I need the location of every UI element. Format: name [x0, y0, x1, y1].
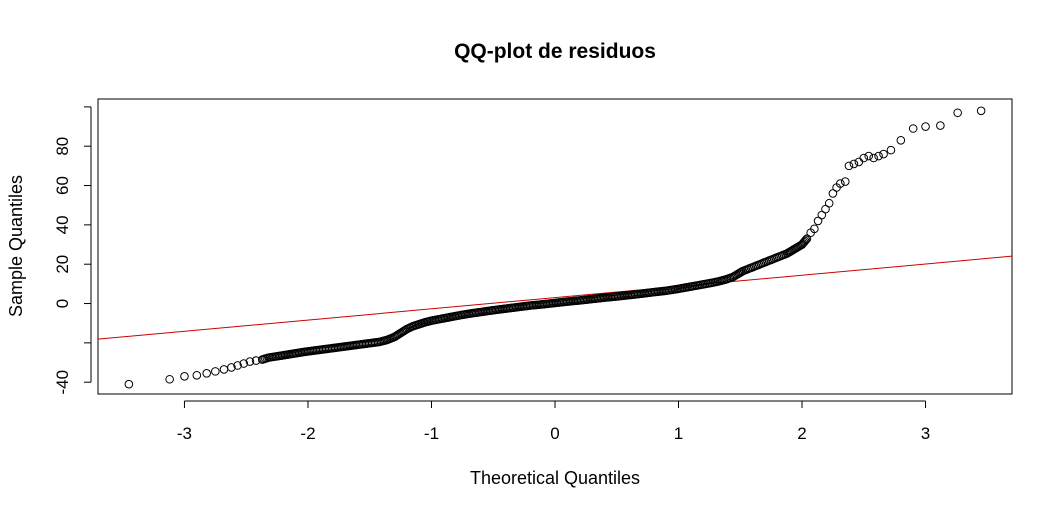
y-axis: -40 0 20 40 60 80: [53, 106, 92, 395]
data-point: [784, 248, 793, 257]
x-tick-label: 2: [797, 424, 806, 443]
y-tick-label: 0: [53, 299, 72, 308]
y-tick-label: 40: [53, 215, 72, 234]
data-point: [392, 331, 402, 340]
data-point: [734, 268, 744, 278]
data-point: [245, 357, 255, 366]
data-point: [165, 374, 174, 384]
data-point: [789, 245, 798, 254]
data-point: [824, 198, 834, 208]
y-tick-label: 60: [53, 176, 72, 195]
data-point: [692, 281, 701, 290]
data-point: [682, 283, 692, 292]
data-point: [262, 353, 272, 363]
data-point: [854, 157, 864, 167]
data-points: [124, 106, 986, 389]
data-point: [180, 372, 189, 381]
data-point: [799, 237, 809, 247]
data-point: [886, 145, 896, 155]
data-point: [702, 279, 711, 289]
data-point: [801, 235, 811, 245]
data-point: [233, 361, 242, 370]
data-point: [844, 161, 854, 171]
y-axis-title: Sample Quantiles: [6, 175, 26, 317]
y-tick-label: -40: [53, 370, 72, 395]
data-point: [227, 363, 236, 372]
data-point: [840, 177, 850, 186]
data-point: [219, 365, 229, 374]
data-point: [274, 351, 284, 361]
x-tick-label: 1: [674, 424, 683, 443]
x-tick-label: -3: [177, 424, 192, 443]
data-point: [879, 149, 888, 159]
data-point: [849, 159, 859, 169]
x-axis-title: Theoretical Quantiles: [470, 468, 640, 488]
data-point: [810, 224, 819, 234]
plot-frame: [97, 98, 1013, 395]
data-point: [287, 349, 296, 359]
data-point: [735, 268, 745, 277]
x-tick-label: 0: [550, 424, 559, 443]
data-point: [921, 122, 930, 131]
x-axis: -3 -2 -1 0 1 2 3: [177, 400, 930, 443]
data-point: [953, 108, 962, 118]
reference-line-group: [98, 255, 1012, 340]
data-point: [729, 271, 739, 281]
data-point: [859, 153, 869, 163]
data-point: [800, 236, 810, 246]
data-point: [874, 151, 883, 161]
data-point: [976, 106, 986, 116]
data-point: [192, 371, 202, 380]
y-tick-label: 20: [53, 255, 72, 274]
data-point: [672, 284, 682, 294]
y-tick-label: 80: [53, 137, 72, 156]
reference-line: [98, 255, 1012, 340]
data-point: [124, 379, 134, 389]
data-point: [268, 352, 278, 362]
data-point: [836, 179, 845, 188]
data-point: [293, 348, 303, 358]
data-point: [864, 151, 874, 161]
chart-title: QQ-plot de residuos: [454, 40, 656, 63]
data-point: [869, 153, 878, 163]
x-tick-label: 3: [921, 424, 930, 443]
data-point: [202, 369, 211, 378]
data-point: [211, 367, 220, 376]
x-tick-label: -1: [424, 424, 439, 443]
x-tick-label: -2: [300, 424, 315, 443]
data-point: [936, 121, 945, 130]
data-point: [239, 359, 249, 368]
data-point: [281, 350, 290, 360]
data-point: [908, 124, 918, 133]
data-point: [896, 136, 906, 145]
